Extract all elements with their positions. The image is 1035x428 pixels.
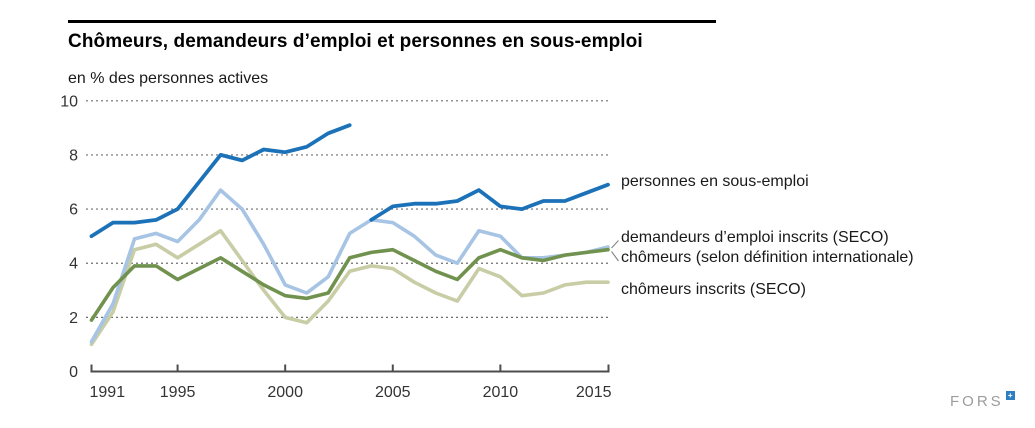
chart-title: Chômeurs, demandeurs d’emploi et personn… [68, 31, 643, 52]
legend-label-chomeurs-inscrits: chômeurs inscrits (SECO) [621, 281, 806, 298]
y-tick-label-4: 4 [69, 256, 78, 273]
fors-logo-text: FORS [950, 393, 1004, 410]
y-tick-label-10: 10 [60, 93, 78, 110]
y-tick-label-8: 8 [69, 147, 78, 164]
y-tick-label-0: 0 [69, 364, 78, 381]
x-tick-label-1995: 1995 [160, 384, 196, 401]
x-tick-label-2015: 2015 [576, 384, 612, 401]
x-tick-label-2000: 2000 [267, 384, 303, 401]
series-line-0-seg0 [89, 123, 352, 239]
chart-subtitle: en % des personnes actives [68, 70, 269, 87]
x-tick-label-1991: 1991 [90, 384, 126, 401]
legend-label-chomeurs-definition-internationale: chômeurs (selon définition international… [621, 249, 914, 266]
legend-label-demandeurs-emploi-inscrits: demandeurs d’emploi inscrits (SECO) [621, 229, 889, 246]
fors-logo: FORS + [950, 391, 1015, 410]
fors-logo-square-icon: + [1005, 391, 1015, 400]
series-line-3-seg0 [89, 228, 610, 347]
x-tick-label-2010: 2010 [483, 384, 519, 401]
series-line-2-seg0 [89, 247, 610, 322]
y-tick-label-6: 6 [69, 202, 78, 219]
title-rule [68, 20, 716, 23]
legend-label-personnes-en-sous-emploi: personnes en sous-emploi [621, 173, 809, 190]
x-tick-label-2005: 2005 [375, 384, 411, 401]
legend-connector-chomeurs-int [611, 251, 619, 262]
y-tick-label-2: 2 [69, 310, 78, 327]
legend-connector-demandeurs [611, 240, 619, 249]
series-line-0-seg1 [369, 182, 610, 222]
